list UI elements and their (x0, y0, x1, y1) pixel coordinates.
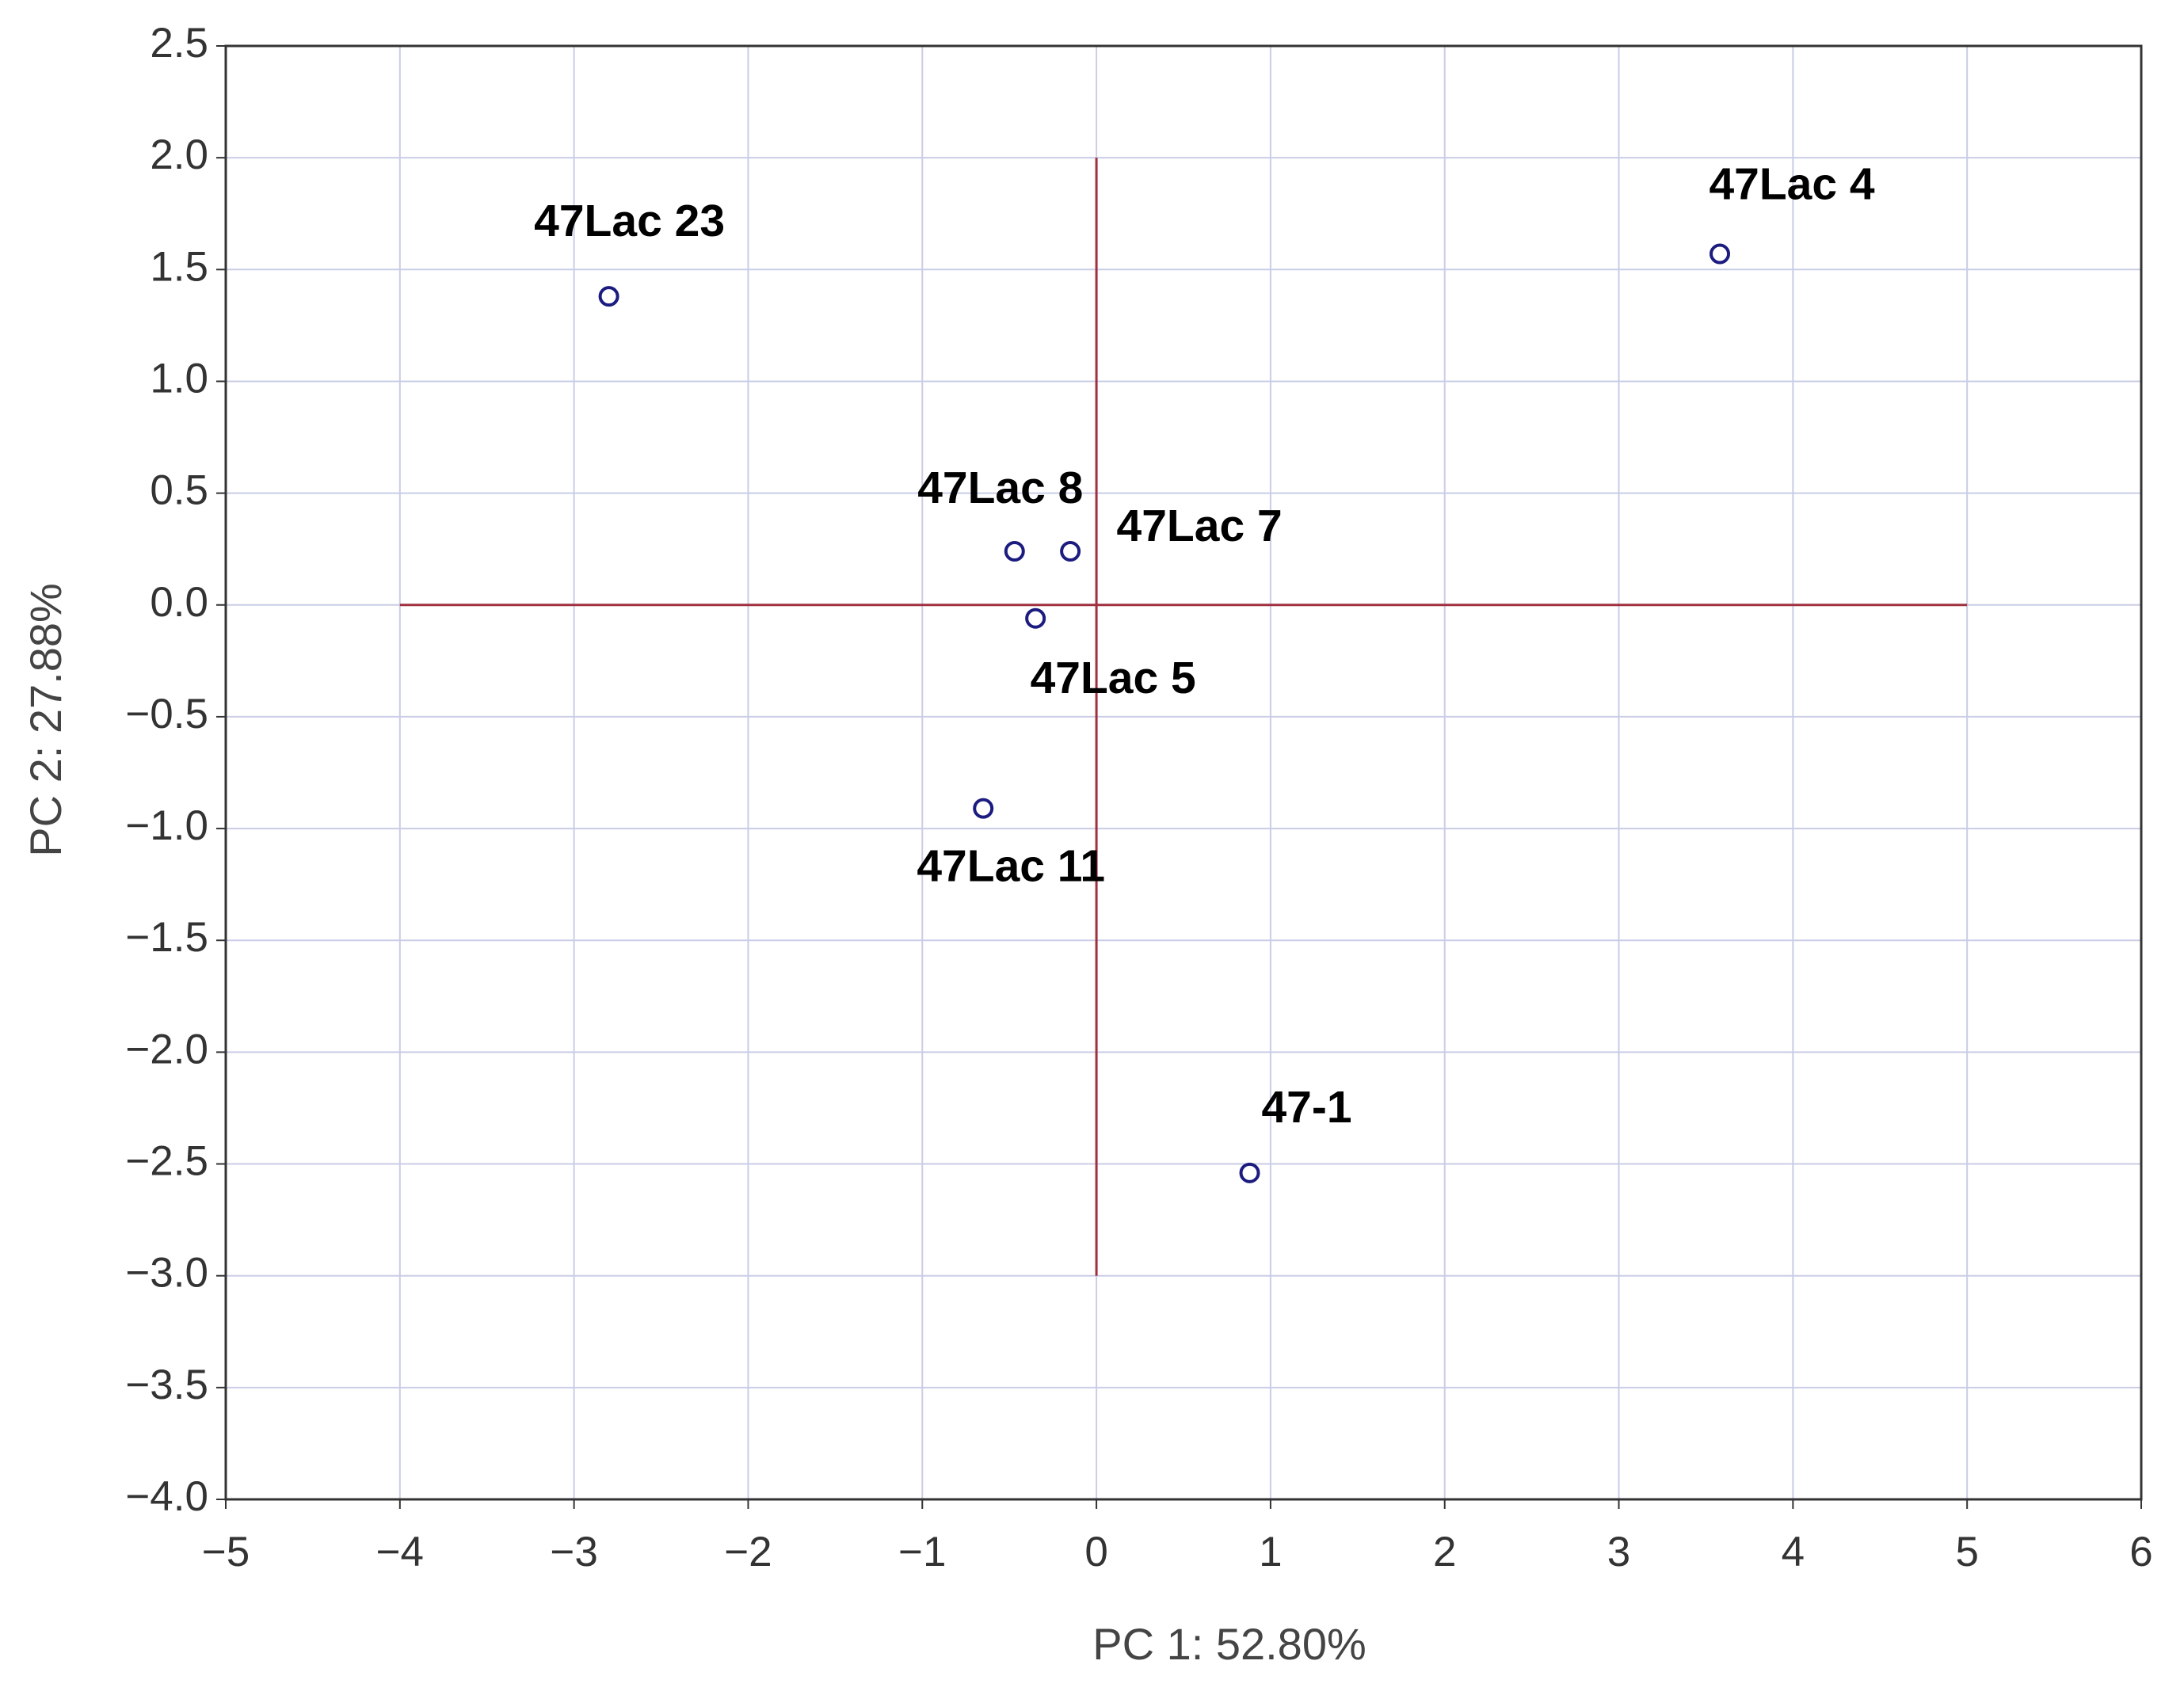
x-tick-label: 5 (1955, 1529, 1978, 1575)
point-label: 47-1 (1261, 1082, 1351, 1133)
y-tick-label: 2.5 (150, 20, 208, 67)
y-tick-label: −3.5 (125, 1362, 208, 1408)
x-tick-label: −2 (724, 1529, 772, 1575)
point (973, 798, 994, 819)
x-tick-label: −5 (202, 1529, 250, 1575)
x-tick-label: 2 (1433, 1529, 1456, 1575)
point (598, 286, 619, 307)
point (1060, 541, 1081, 562)
point-label: 47Lac 5 (1031, 653, 1196, 703)
x-tick-label: 3 (1607, 1529, 1630, 1575)
y-tick-label: −0.5 (125, 691, 208, 737)
x-tick-label: −4 (376, 1529, 424, 1575)
point (1709, 243, 1731, 265)
point-label: 47Lac 4 (1709, 159, 1874, 210)
x-tick-label: −3 (550, 1529, 597, 1575)
y-tick-label: 1.5 (150, 243, 208, 290)
x-tick-label: 0 (1084, 1529, 1107, 1575)
x-tick-label: −1 (898, 1529, 946, 1575)
x-tick-label: 1 (1259, 1529, 1282, 1575)
y-tick-label: −2.5 (125, 1138, 208, 1185)
x-tick-label: 6 (2129, 1529, 2152, 1575)
point (1239, 1162, 1260, 1183)
x-tick-label: 4 (1782, 1529, 1805, 1575)
point-label: 47Lac 11 (917, 841, 1105, 892)
y-tick-label: 0.5 (150, 467, 208, 514)
point-label: 47Lac 23 (534, 196, 725, 246)
y-axis-title: PC 2: 27.88% (21, 583, 71, 857)
y-tick-label: −1.0 (125, 802, 208, 849)
y-tick-label: −4.0 (125, 1473, 208, 1520)
y-tick-label: −1.5 (125, 914, 208, 961)
y-tick-label: 1.0 (150, 355, 208, 402)
point (1004, 541, 1025, 562)
point (1025, 608, 1046, 629)
y-tick-label: 0.0 (150, 579, 208, 626)
y-tick-label: −2.0 (125, 1026, 208, 1072)
point-label: 47Lac 8 (917, 463, 1083, 513)
point-label: 47Lac 7 (1117, 501, 1283, 551)
x-axis-title: PC 1: 52.80% (1092, 1619, 1366, 1669)
y-tick-label: 2.0 (150, 131, 208, 178)
plot-frame (224, 44, 2143, 1501)
y-tick-label: −3.0 (125, 1250, 208, 1297)
